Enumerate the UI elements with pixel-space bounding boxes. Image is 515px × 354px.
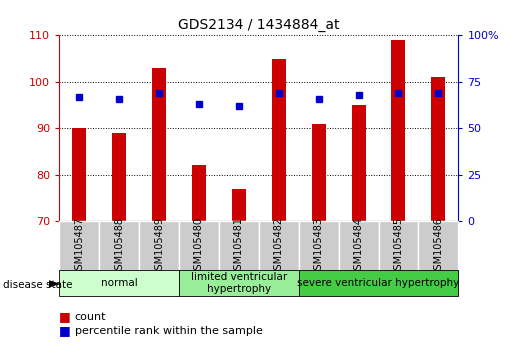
Bar — [152, 68, 166, 221]
Bar — [179, 221, 219, 271]
Bar — [339, 221, 379, 271]
Bar — [379, 221, 418, 271]
Bar — [219, 221, 259, 271]
Bar — [312, 124, 325, 221]
Text: GSM105483: GSM105483 — [314, 217, 323, 275]
Title: GDS2134 / 1434884_at: GDS2134 / 1434884_at — [178, 18, 339, 32]
Text: count: count — [75, 312, 106, 322]
Bar — [59, 270, 179, 296]
Text: severe ventricular hypertrophy: severe ventricular hypertrophy — [297, 278, 460, 288]
Text: GSM105485: GSM105485 — [393, 216, 403, 276]
Text: GSM105489: GSM105489 — [154, 217, 164, 275]
Text: GSM105487: GSM105487 — [74, 216, 84, 276]
Text: GSM105484: GSM105484 — [354, 217, 364, 275]
Bar — [72, 128, 86, 221]
Bar — [192, 166, 206, 221]
Text: ■: ■ — [59, 325, 71, 337]
Text: disease state: disease state — [3, 280, 72, 290]
Bar — [391, 40, 405, 221]
Bar — [112, 133, 126, 221]
Text: ■: ■ — [59, 310, 71, 323]
Bar — [299, 270, 458, 296]
Text: GSM105486: GSM105486 — [434, 217, 443, 275]
Bar — [418, 221, 458, 271]
Bar — [232, 189, 246, 221]
Text: percentile rank within the sample: percentile rank within the sample — [75, 326, 263, 336]
Text: limited ventricular
hypertrophy: limited ventricular hypertrophy — [191, 272, 287, 294]
Bar — [272, 59, 286, 221]
Text: GSM105482: GSM105482 — [274, 216, 284, 276]
Bar — [259, 221, 299, 271]
Bar — [139, 221, 179, 271]
Text: normal: normal — [101, 278, 138, 288]
Bar — [352, 105, 366, 221]
Bar — [179, 270, 299, 296]
Bar — [59, 221, 99, 271]
Text: GSM105480: GSM105480 — [194, 217, 204, 275]
Bar — [432, 77, 445, 221]
Polygon shape — [49, 280, 60, 287]
Bar — [299, 221, 339, 271]
Text: GSM105481: GSM105481 — [234, 217, 244, 275]
Bar — [99, 221, 139, 271]
Text: GSM105488: GSM105488 — [114, 217, 124, 275]
